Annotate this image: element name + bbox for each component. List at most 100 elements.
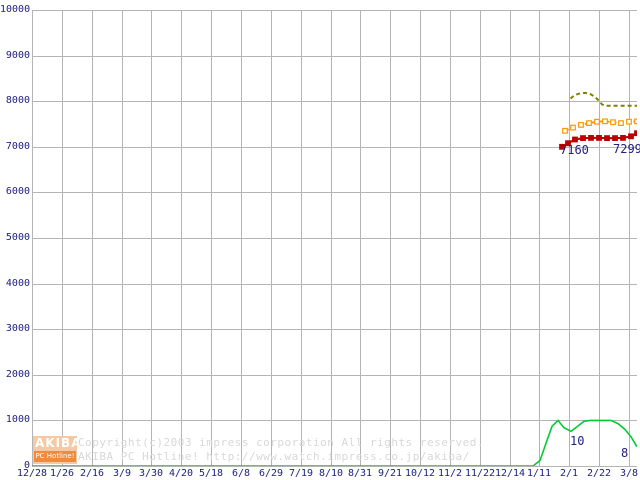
gridline-horizontal [32,329,637,330]
y-tick-label: 6000 [5,186,30,198]
gridline-horizontal [32,466,637,467]
copyright-line-2: AKIBA PC Hotline! http://www.watch.impre… [78,450,470,463]
gridline-vertical [301,10,302,466]
gridline-vertical [510,10,511,466]
data-point-label: 10 [570,434,585,448]
series-marker-dark-red-solid-series [620,134,626,141]
x-tick-label: 8/31 [347,468,373,479]
x-tick-label: 2/1 [559,468,579,479]
x-tick-label: 4/20 [168,468,194,479]
series-marker-orange-dashed-series [618,120,624,127]
copyright-line-1: Copyright(c)2003 impress corporation All… [78,436,484,449]
x-tick-label: 12/28 [16,468,48,479]
x-tick-label: 1/11 [526,468,552,479]
x-tick-label: 6/8 [231,468,251,479]
gridline-vertical [92,10,93,466]
x-tick-label: 6/29 [258,468,284,479]
series-marker-dark-red-solid-series [572,136,578,143]
series-marker-dark-red-solid-series [612,135,618,142]
series-marker-dark-red-solid-series [588,134,594,141]
x-tick-label: 5/18 [198,468,224,479]
x-tick-label: 3/30 [138,468,164,479]
x-tick-label: 2/16 [79,468,105,479]
y-tick-label: 4000 [5,277,30,289]
x-tick-label: 10/12 [404,468,436,479]
gridline-vertical [32,10,33,466]
gridline-vertical [122,10,123,466]
x-tick-label: 3/8 [619,468,639,479]
gridline-vertical [181,10,182,466]
plot-area [32,10,637,467]
gridline-horizontal [32,101,637,102]
x-tick-label: 3/9 [112,468,132,479]
series-marker-dark-red-solid-series [559,143,565,150]
gridline-vertical [360,10,361,466]
x-tick-label: 1/26 [49,468,75,479]
series-marker-orange-dashed-series [626,118,632,125]
series-marker-orange-dashed-series [594,118,600,125]
copyright-watermark: Copyright(c)2003 impress corporation All… [78,436,548,464]
y-tick-label: 8000 [5,95,30,107]
gridline-vertical [241,10,242,466]
gridline-horizontal [32,10,637,11]
series-marker-dark-red-solid-series [565,140,571,147]
gridline-horizontal [32,420,637,421]
gridline-horizontal [32,238,637,239]
x-tick-label: 7/19 [288,468,314,479]
y-tick-label: 10000 [0,4,31,15]
gridline-horizontal [32,56,637,57]
gridline-vertical [420,10,421,466]
y-tick-label: 5000 [5,232,30,243]
gridline-vertical [629,10,630,466]
series-marker-dark-red-solid-series [628,133,634,140]
series-marker-orange-dashed-series [586,120,592,127]
gridline-vertical [599,10,600,466]
gridline-vertical [390,10,391,466]
gridline-horizontal [32,375,637,376]
x-tick-label: 11/22 [464,468,496,479]
x-tick-label: 12/14 [494,468,526,479]
gridline-vertical [211,10,212,466]
data-point-label: 8 [621,446,629,460]
logo-subtitle: PC Hotline! [34,451,76,462]
series-marker-dark-red-solid-series [596,134,602,141]
series-marker-orange-dashed-series [634,118,637,125]
y-tick-label: 9000 [5,49,30,61]
series-marker-orange-dashed-series [578,121,584,128]
x-tick-label: 8/10 [318,468,344,479]
series-line-orange-dashed-series [564,120,637,132]
x-tick-label: 9/21 [377,468,403,479]
x-tick-label: 2/22 [586,468,612,479]
series-marker-orange-dashed-series [562,127,568,134]
series-marker-orange-dashed-series [570,124,576,131]
y-tick-label: 2000 [5,368,30,380]
gridline-vertical [62,10,63,466]
series-marker-dark-red-solid-series [604,135,610,142]
series-line-olive-dashed-series [569,92,637,107]
series-line-green-volume-series [32,419,637,466]
gridline-horizontal [32,147,637,148]
gridline-horizontal [32,192,637,193]
gridline-vertical [539,10,540,466]
y-tick-label: 7000 [5,140,30,152]
data-point-label: 7160 [560,143,589,157]
gridline-vertical [480,10,481,466]
y-tick-label: 1000 [5,414,30,426]
gridline-vertical [569,10,570,466]
gridline-vertical [151,10,152,466]
gridline-vertical [331,10,332,466]
series-marker-dark-red-solid-series [634,130,637,137]
logo-title: AKIBA [35,436,82,450]
x-tick-label: 11/2 [437,468,463,479]
gridline-vertical [450,10,451,466]
gridline-vertical [271,10,272,466]
data-point-label: 7299 [613,142,640,156]
gridline-horizontal [32,284,637,285]
series-marker-orange-dashed-series [602,118,608,125]
series-marker-dark-red-solid-series [580,135,586,142]
y-tick-label: 0 [23,460,30,471]
y-tick-label: 3000 [5,323,30,335]
akiba-logo: AKIBA PC Hotline! [33,436,80,464]
